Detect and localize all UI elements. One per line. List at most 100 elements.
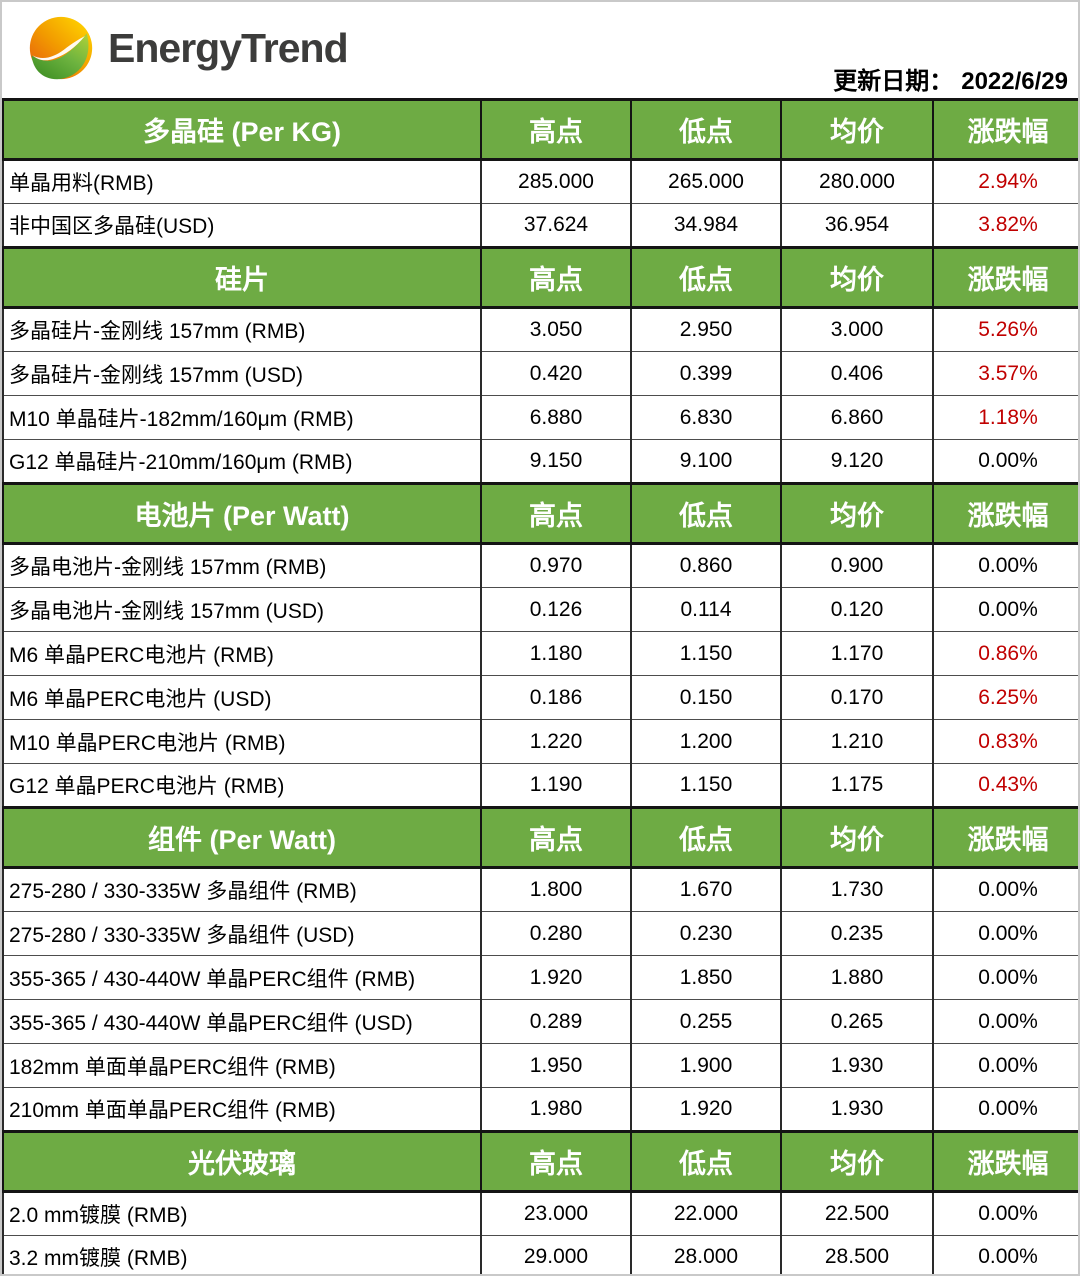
cell-low: 0.230 <box>630 911 782 956</box>
row-label: 355-365 / 430-440W 单晶PERC组件 (USD) <box>2 999 482 1044</box>
cell-change: 0.00% <box>932 1235 1078 1274</box>
section-header-row: 多晶硅 (Per KG) 高点 低点 均价 涨跌幅 <box>2 98 1078 161</box>
table-row: G12 单晶硅片-210mm/160μm (RMB) 9.150 9.100 9.12… <box>2 439 1078 484</box>
cell-change: 3.82% <box>932 203 1078 248</box>
cell-low: 0.150 <box>630 675 782 720</box>
cell-high: 29.000 <box>480 1235 632 1274</box>
cell-change: 0.00% <box>932 543 1078 588</box>
cell-high: 37.624 <box>480 203 632 248</box>
cell-change: 0.00% <box>932 955 1078 1000</box>
col-header-low: 低点 <box>630 1130 782 1193</box>
cell-change: 5.26% <box>932 307 1078 352</box>
table-row: 单晶用料(RMB) 285.000 265.000 280.000 2.94% <box>2 159 1078 204</box>
col-header-high: 高点 <box>480 98 632 161</box>
row-label: 210mm 单面单晶PERC组件 (RMB) <box>2 1087 482 1132</box>
cell-high: 1.190 <box>480 763 632 808</box>
table-row: 多晶硅片-金刚线 157mm (USD) 0.420 0.399 0.406 3.57% <box>2 351 1078 396</box>
col-header-low: 低点 <box>630 482 782 545</box>
table-row: 355-365 / 430-440W 单晶PERC组件 (RMB) 1.920 1.… <box>2 955 1078 1000</box>
cell-avg: 6.860 <box>780 395 934 440</box>
update-date-label: 更新日期： <box>833 68 954 95</box>
cell-avg: 28.500 <box>780 1235 934 1274</box>
col-header-avg: 均价 <box>780 246 934 309</box>
cell-high: 0.280 <box>480 911 632 956</box>
section-title: 组件 (Per Watt) <box>2 806 482 869</box>
row-label: G12 单晶PERC电池片 (RMB) <box>2 763 482 808</box>
cell-high: 0.186 <box>480 675 632 720</box>
table-row: 非中国区多晶硅(USD) 37.624 34.984 36.954 3.82% <box>2 203 1078 248</box>
cell-avg: 36.954 <box>780 203 934 248</box>
brand: EnergyTrend <box>28 15 349 81</box>
cell-high: 3.050 <box>480 307 632 352</box>
cell-avg: 1.175 <box>780 763 934 808</box>
cell-high: 0.970 <box>480 543 632 588</box>
cell-low: 0.114 <box>630 587 782 632</box>
cell-low: 1.200 <box>630 719 782 764</box>
cell-low: 0.255 <box>630 999 782 1044</box>
update-date: 更新日期： 2022/6/29 <box>833 61 1068 96</box>
row-label: 3.2 mm镀膜 (RMB) <box>2 1235 482 1274</box>
cell-avg: 1.930 <box>780 1043 934 1088</box>
row-label: 单晶用料(RMB) <box>2 159 482 204</box>
table-row: 210mm 单面单晶PERC组件 (RMB) 1.980 1.920 1.930 0.0… <box>2 1087 1078 1132</box>
cell-low: 1.670 <box>630 867 782 912</box>
cell-low: 1.850 <box>630 955 782 1000</box>
cell-high: 6.880 <box>480 395 632 440</box>
section-title: 多晶硅 (Per KG) <box>2 98 482 161</box>
cell-change: 0.00% <box>932 1087 1078 1132</box>
cell-avg: 0.235 <box>780 911 934 956</box>
cell-high: 1.180 <box>480 631 632 676</box>
cell-avg: 0.265 <box>780 999 934 1044</box>
col-header-change: 涨跌幅 <box>932 98 1078 161</box>
cell-avg: 0.900 <box>780 543 934 588</box>
section-header-row: 硅片 高点 低点 均价 涨跌幅 <box>2 246 1078 309</box>
cell-avg: 0.170 <box>780 675 934 720</box>
cell-change: 0.00% <box>932 587 1078 632</box>
col-header-avg: 均价 <box>780 98 934 161</box>
cell-change: 0.00% <box>932 1191 1078 1236</box>
cell-low: 1.920 <box>630 1087 782 1132</box>
cell-high: 9.150 <box>480 439 632 484</box>
row-label: M10 单晶PERC电池片 (RMB) <box>2 719 482 764</box>
price-table: 多晶硅 (Per KG) 高点 低点 均价 涨跌幅 单晶用料(RMB) 285.000 265… <box>2 98 1078 1274</box>
cell-high: 1.950 <box>480 1043 632 1088</box>
cell-low: 22.000 <box>630 1191 782 1236</box>
row-label: 多晶电池片-金刚线 157mm (RMB) <box>2 543 482 588</box>
cell-low: 1.150 <box>630 631 782 676</box>
cell-change: 0.00% <box>932 867 1078 912</box>
cell-low: 9.100 <box>630 439 782 484</box>
table-row: M6 单晶PERC电池片 (USD) 0.186 0.150 0.170 6.25% <box>2 675 1078 720</box>
table-row: 2.0 mm镀膜 (RMB) 23.000 22.000 22.500 0.00% <box>2 1191 1078 1236</box>
cell-change: 0.00% <box>932 999 1078 1044</box>
section-header-row: 电池片 (Per Watt) 高点 低点 均价 涨跌幅 <box>2 482 1078 545</box>
cell-high: 1.920 <box>480 955 632 1000</box>
col-header-high: 高点 <box>480 482 632 545</box>
col-header-low: 低点 <box>630 806 782 869</box>
section-title: 硅片 <box>2 246 482 309</box>
cell-change: 0.43% <box>932 763 1078 808</box>
cell-high: 285.000 <box>480 159 632 204</box>
cell-avg: 0.120 <box>780 587 934 632</box>
table-row: 355-365 / 430-440W 单晶PERC组件 (USD) 0.289 0.… <box>2 999 1078 1044</box>
energytrend-leaf-logo-icon <box>28 15 94 81</box>
cell-low: 2.950 <box>630 307 782 352</box>
cell-change: 3.57% <box>932 351 1078 396</box>
row-label: 多晶硅片-金刚线 157mm (RMB) <box>2 307 482 352</box>
cell-high: 1.980 <box>480 1087 632 1132</box>
row-label: 多晶硅片-金刚线 157mm (USD) <box>2 351 482 396</box>
cell-avg: 1.880 <box>780 955 934 1000</box>
cell-high: 1.220 <box>480 719 632 764</box>
cell-avg: 1.730 <box>780 867 934 912</box>
cell-high: 23.000 <box>480 1191 632 1236</box>
row-label: 非中国区多晶硅(USD) <box>2 203 482 248</box>
table-row: M6 单晶PERC电池片 (RMB) 1.180 1.150 1.170 0.86% <box>2 631 1078 676</box>
brand-name: EnergyTrend <box>108 24 349 71</box>
cell-change: 6.25% <box>932 675 1078 720</box>
cell-avg: 9.120 <box>780 439 934 484</box>
table-row: 多晶电池片-金刚线 157mm (RMB) 0.970 0.860 0.900 0.00… <box>2 543 1078 588</box>
cell-high: 0.126 <box>480 587 632 632</box>
header: EnergyTrend 更新日期： 2022/6/29 <box>2 2 1078 98</box>
col-header-change: 涨跌幅 <box>932 1130 1078 1193</box>
table-row: 3.2 mm镀膜 (RMB) 29.000 28.000 28.500 0.00% <box>2 1235 1078 1274</box>
row-label: 2.0 mm镀膜 (RMB) <box>2 1191 482 1236</box>
